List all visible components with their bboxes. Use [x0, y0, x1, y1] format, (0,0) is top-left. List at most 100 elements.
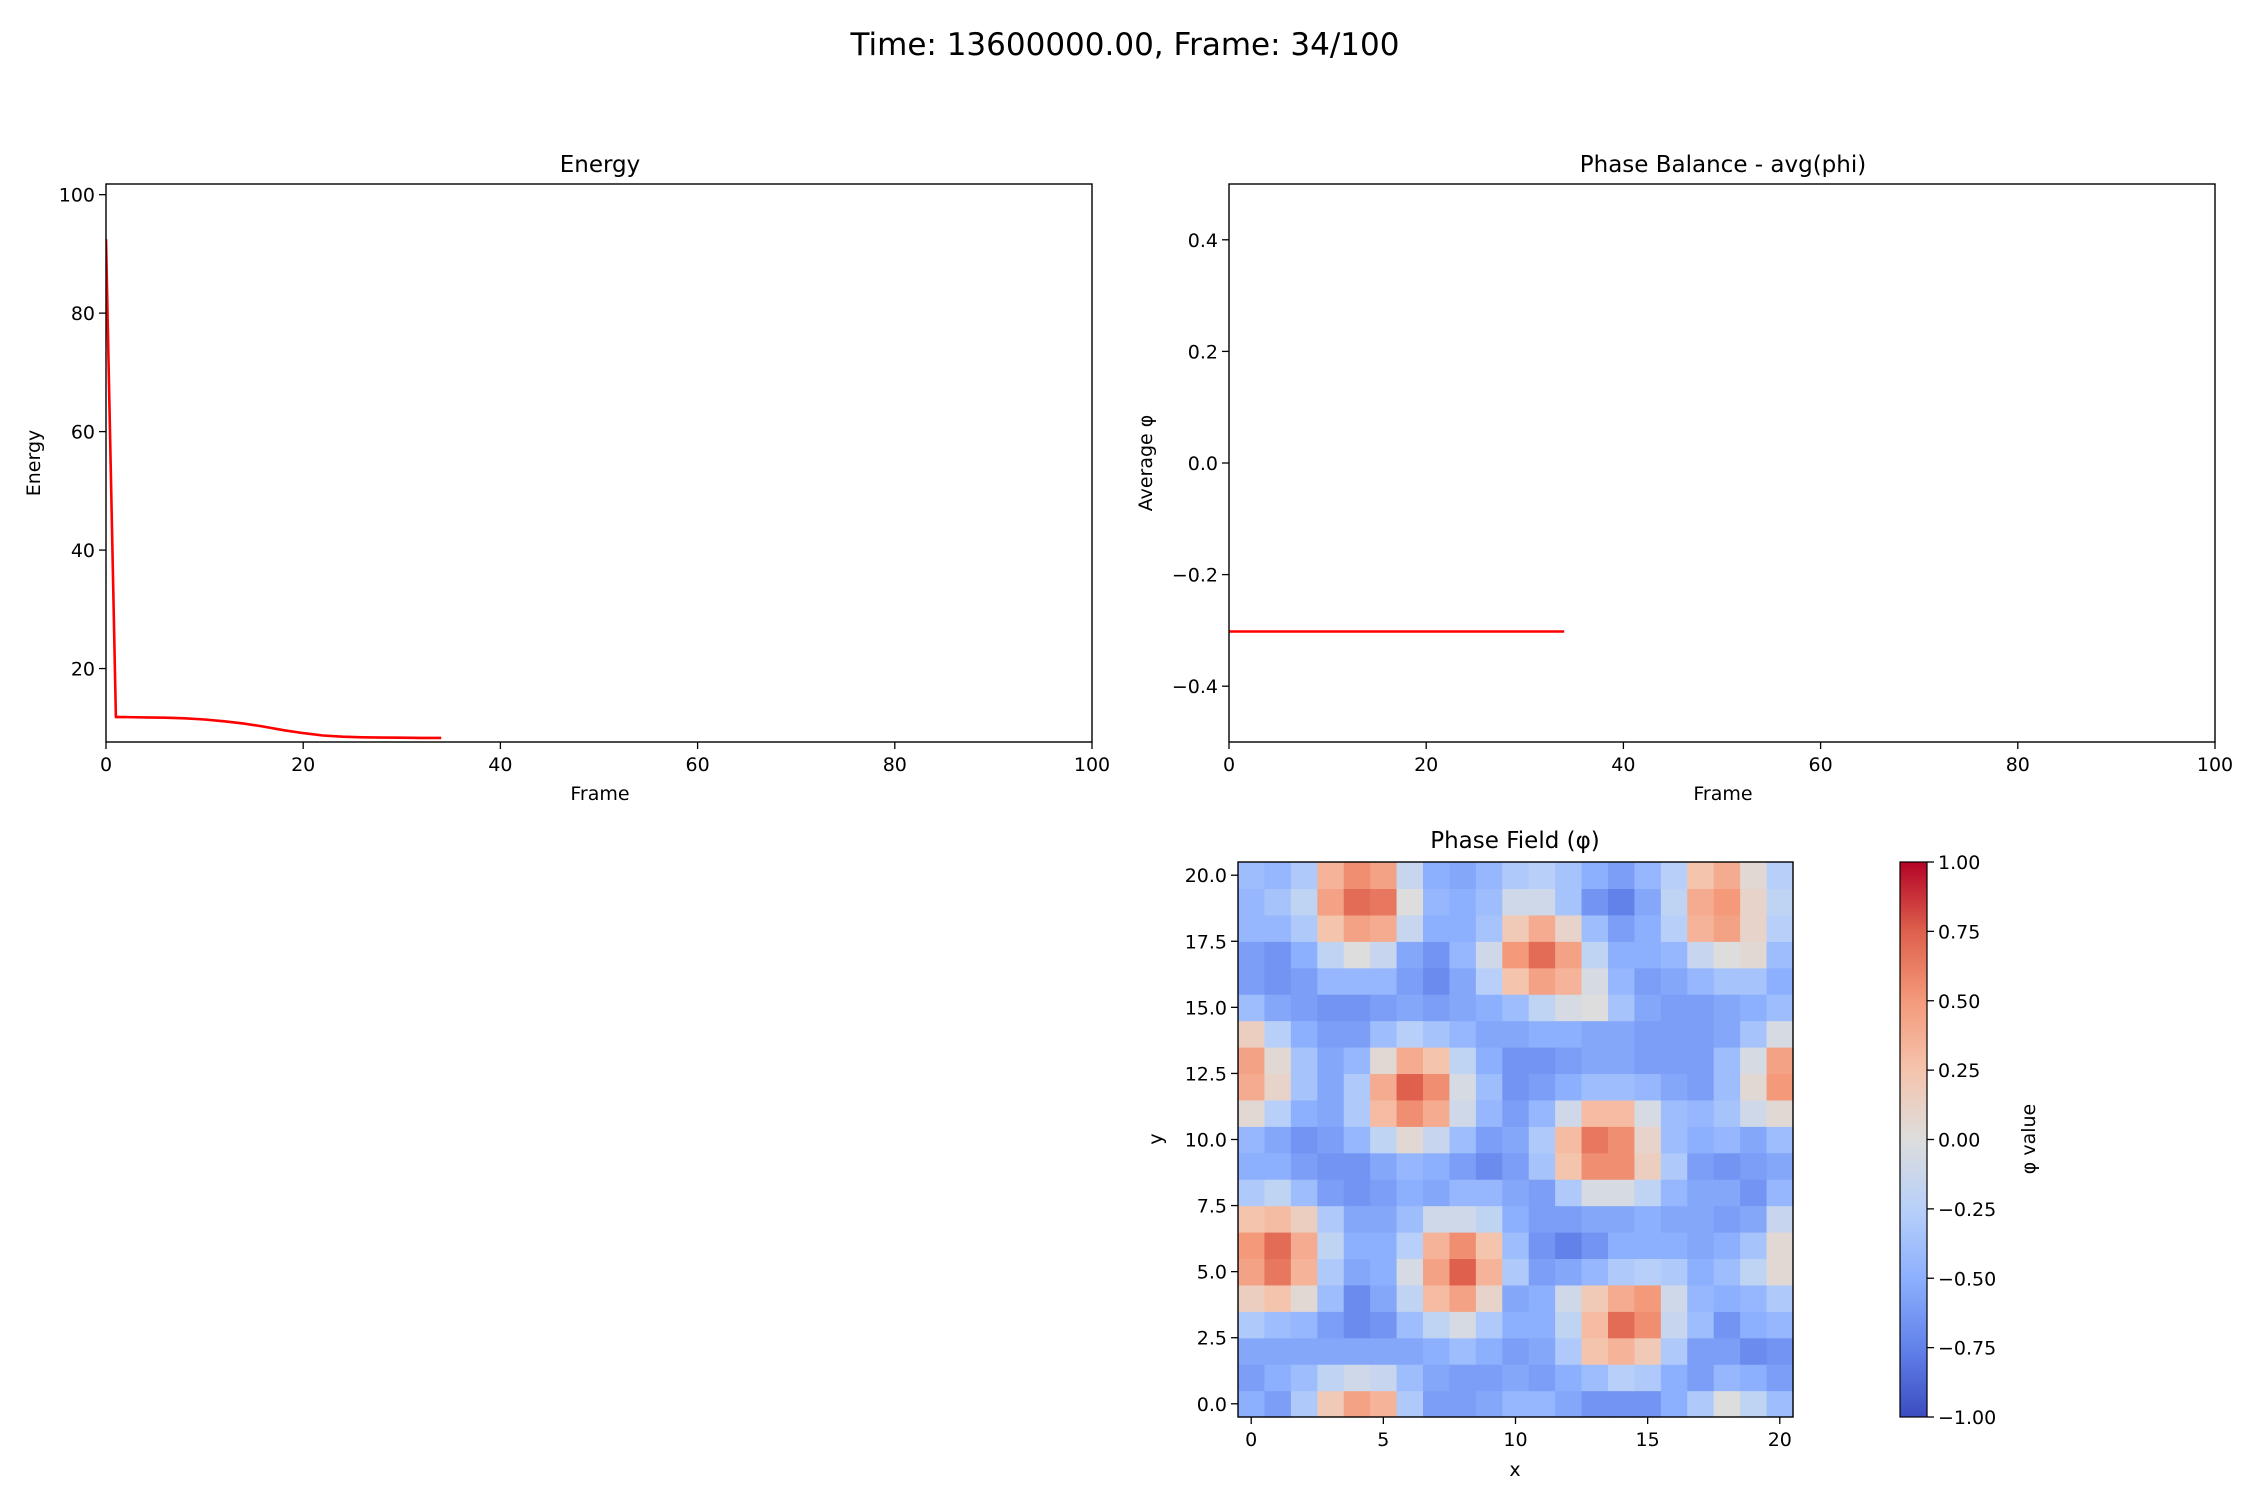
heatmap-cell — [1713, 1073, 1741, 1101]
heatmap-cell — [1317, 967, 1345, 995]
x-tick-label: 80 — [883, 754, 907, 776]
heatmap-cell — [1475, 1337, 1503, 1365]
heatmap-cell — [1608, 941, 1636, 969]
heatmap-cell — [1740, 1179, 1768, 1207]
heatmap-cell — [1238, 1073, 1266, 1101]
heatmap-cell — [1423, 967, 1451, 995]
heatmap-cell — [1660, 1364, 1688, 1392]
colorbar-tick-label: 0.75 — [1938, 921, 1980, 943]
heatmap-cell — [1502, 1337, 1530, 1365]
energy-ylabel: Energy — [23, 430, 45, 497]
heatmap-cell — [1555, 941, 1583, 969]
energy-title: Energy — [560, 152, 641, 178]
heatmap-cell — [1555, 888, 1583, 916]
heatmap-cell — [1634, 1152, 1662, 1180]
heatmap-cell — [1608, 967, 1636, 995]
heatmap-cell — [1343, 862, 1371, 890]
heatmap-cell — [1528, 1337, 1556, 1365]
heatmap-cell — [1555, 1258, 1583, 1286]
heatmap-cell — [1343, 1073, 1371, 1101]
heatmap-cell — [1713, 994, 1741, 1022]
heatmap-cell — [1264, 941, 1292, 969]
heatmap-cell — [1502, 914, 1530, 942]
colorbar-tick-label: 1.00 — [1938, 852, 1980, 874]
heatmap-cell — [1449, 1179, 1477, 1207]
heatmap-cell — [1343, 914, 1371, 942]
heatmap-cell — [1555, 1390, 1583, 1418]
heatmap-cell — [1343, 1258, 1371, 1286]
heatmap-cell — [1528, 1364, 1556, 1392]
heatmap-cell — [1687, 1099, 1715, 1127]
heatmap-cell — [1660, 862, 1688, 890]
phase-balance-axes: Phase Balance - avg(phi) 0 20 40 60 80 100 −0.… — [1135, 152, 2233, 805]
phase-field-xlabel: x — [1509, 1459, 1520, 1481]
heatmap-cell — [1660, 941, 1688, 969]
heatmap-cell — [1687, 967, 1715, 995]
heatmap-cell — [1634, 967, 1662, 995]
phase-field-title: Phase Field (φ) — [1430, 828, 1600, 854]
heatmap-cell — [1449, 1126, 1477, 1154]
heatmap-cell — [1264, 967, 1292, 995]
heatmap-cell — [1713, 1284, 1741, 1312]
heatmap-cell — [1264, 1020, 1292, 1048]
heatmap-cell — [1634, 1337, 1662, 1365]
heatmap-cell — [1290, 1390, 1318, 1418]
heatmap-cell — [1264, 1152, 1292, 1180]
heatmap-cell — [1238, 1179, 1266, 1207]
heatmap-cell — [1528, 1311, 1556, 1339]
heatmap-cell — [1502, 1205, 1530, 1233]
heatmap-cell — [1396, 1390, 1424, 1418]
heatmap-cell — [1264, 1126, 1292, 1154]
heatmap-cell — [1740, 941, 1768, 969]
heatmap-cell — [1528, 1099, 1556, 1127]
heatmap-cell — [1423, 1311, 1451, 1339]
x-tick-label: 60 — [686, 754, 710, 776]
heatmap-cell — [1581, 1205, 1609, 1233]
heatmap-cell — [1766, 1179, 1794, 1207]
y-tick-label: 20.0 — [1185, 865, 1227, 887]
y-tick-label: −0.4 — [1172, 676, 1218, 698]
heatmap-cell — [1238, 994, 1266, 1022]
heatmap-cell — [1475, 914, 1503, 942]
heatmap-cell — [1555, 1179, 1583, 1207]
heatmap-cell — [1449, 967, 1477, 995]
heatmap-cell — [1740, 1205, 1768, 1233]
heatmap-cell — [1634, 1258, 1662, 1286]
y-tick-label: 15.0 — [1185, 997, 1227, 1019]
heatmap-cell — [1290, 1152, 1318, 1180]
heatmap-cell — [1343, 1020, 1371, 1048]
heatmap-cell — [1396, 1099, 1424, 1127]
heatmap-cell — [1713, 1390, 1741, 1418]
y-tick-label: 20 — [71, 659, 95, 681]
heatmap-cell — [1766, 1020, 1794, 1048]
heatmap-cell — [1608, 1020, 1636, 1048]
heatmap-cell — [1766, 1232, 1794, 1260]
heatmap-cell — [1449, 994, 1477, 1022]
heatmap-cell — [1449, 1152, 1477, 1180]
heatmap-cell — [1528, 1179, 1556, 1207]
heatmap-cell — [1713, 888, 1741, 916]
heatmap-cell — [1660, 914, 1688, 942]
heatmap-cell — [1608, 1232, 1636, 1260]
heatmap-cell — [1634, 1126, 1662, 1154]
heatmap-cell — [1713, 1337, 1741, 1365]
heatmap-cell — [1766, 1047, 1794, 1075]
heatmap-cell — [1449, 1099, 1477, 1127]
heatmap-cell — [1396, 994, 1424, 1022]
heatmap-cell — [1449, 1047, 1477, 1075]
heatmap-cell — [1740, 994, 1768, 1022]
heatmap-cell — [1581, 1337, 1609, 1365]
heatmap-cell — [1343, 994, 1371, 1022]
phase-field-heatmap — [1238, 862, 1794, 1418]
heatmap-cell — [1449, 1205, 1477, 1233]
heatmap-cell — [1343, 1337, 1371, 1365]
heatmap-cell — [1423, 1152, 1451, 1180]
heatmap-cell — [1581, 994, 1609, 1022]
heatmap-cell — [1370, 1337, 1398, 1365]
heatmap-cell — [1423, 1020, 1451, 1048]
heatmap-cell — [1396, 1179, 1424, 1207]
heatmap-cell — [1343, 1179, 1371, 1207]
heatmap-cell — [1766, 994, 1794, 1022]
heatmap-cell — [1740, 1284, 1768, 1312]
